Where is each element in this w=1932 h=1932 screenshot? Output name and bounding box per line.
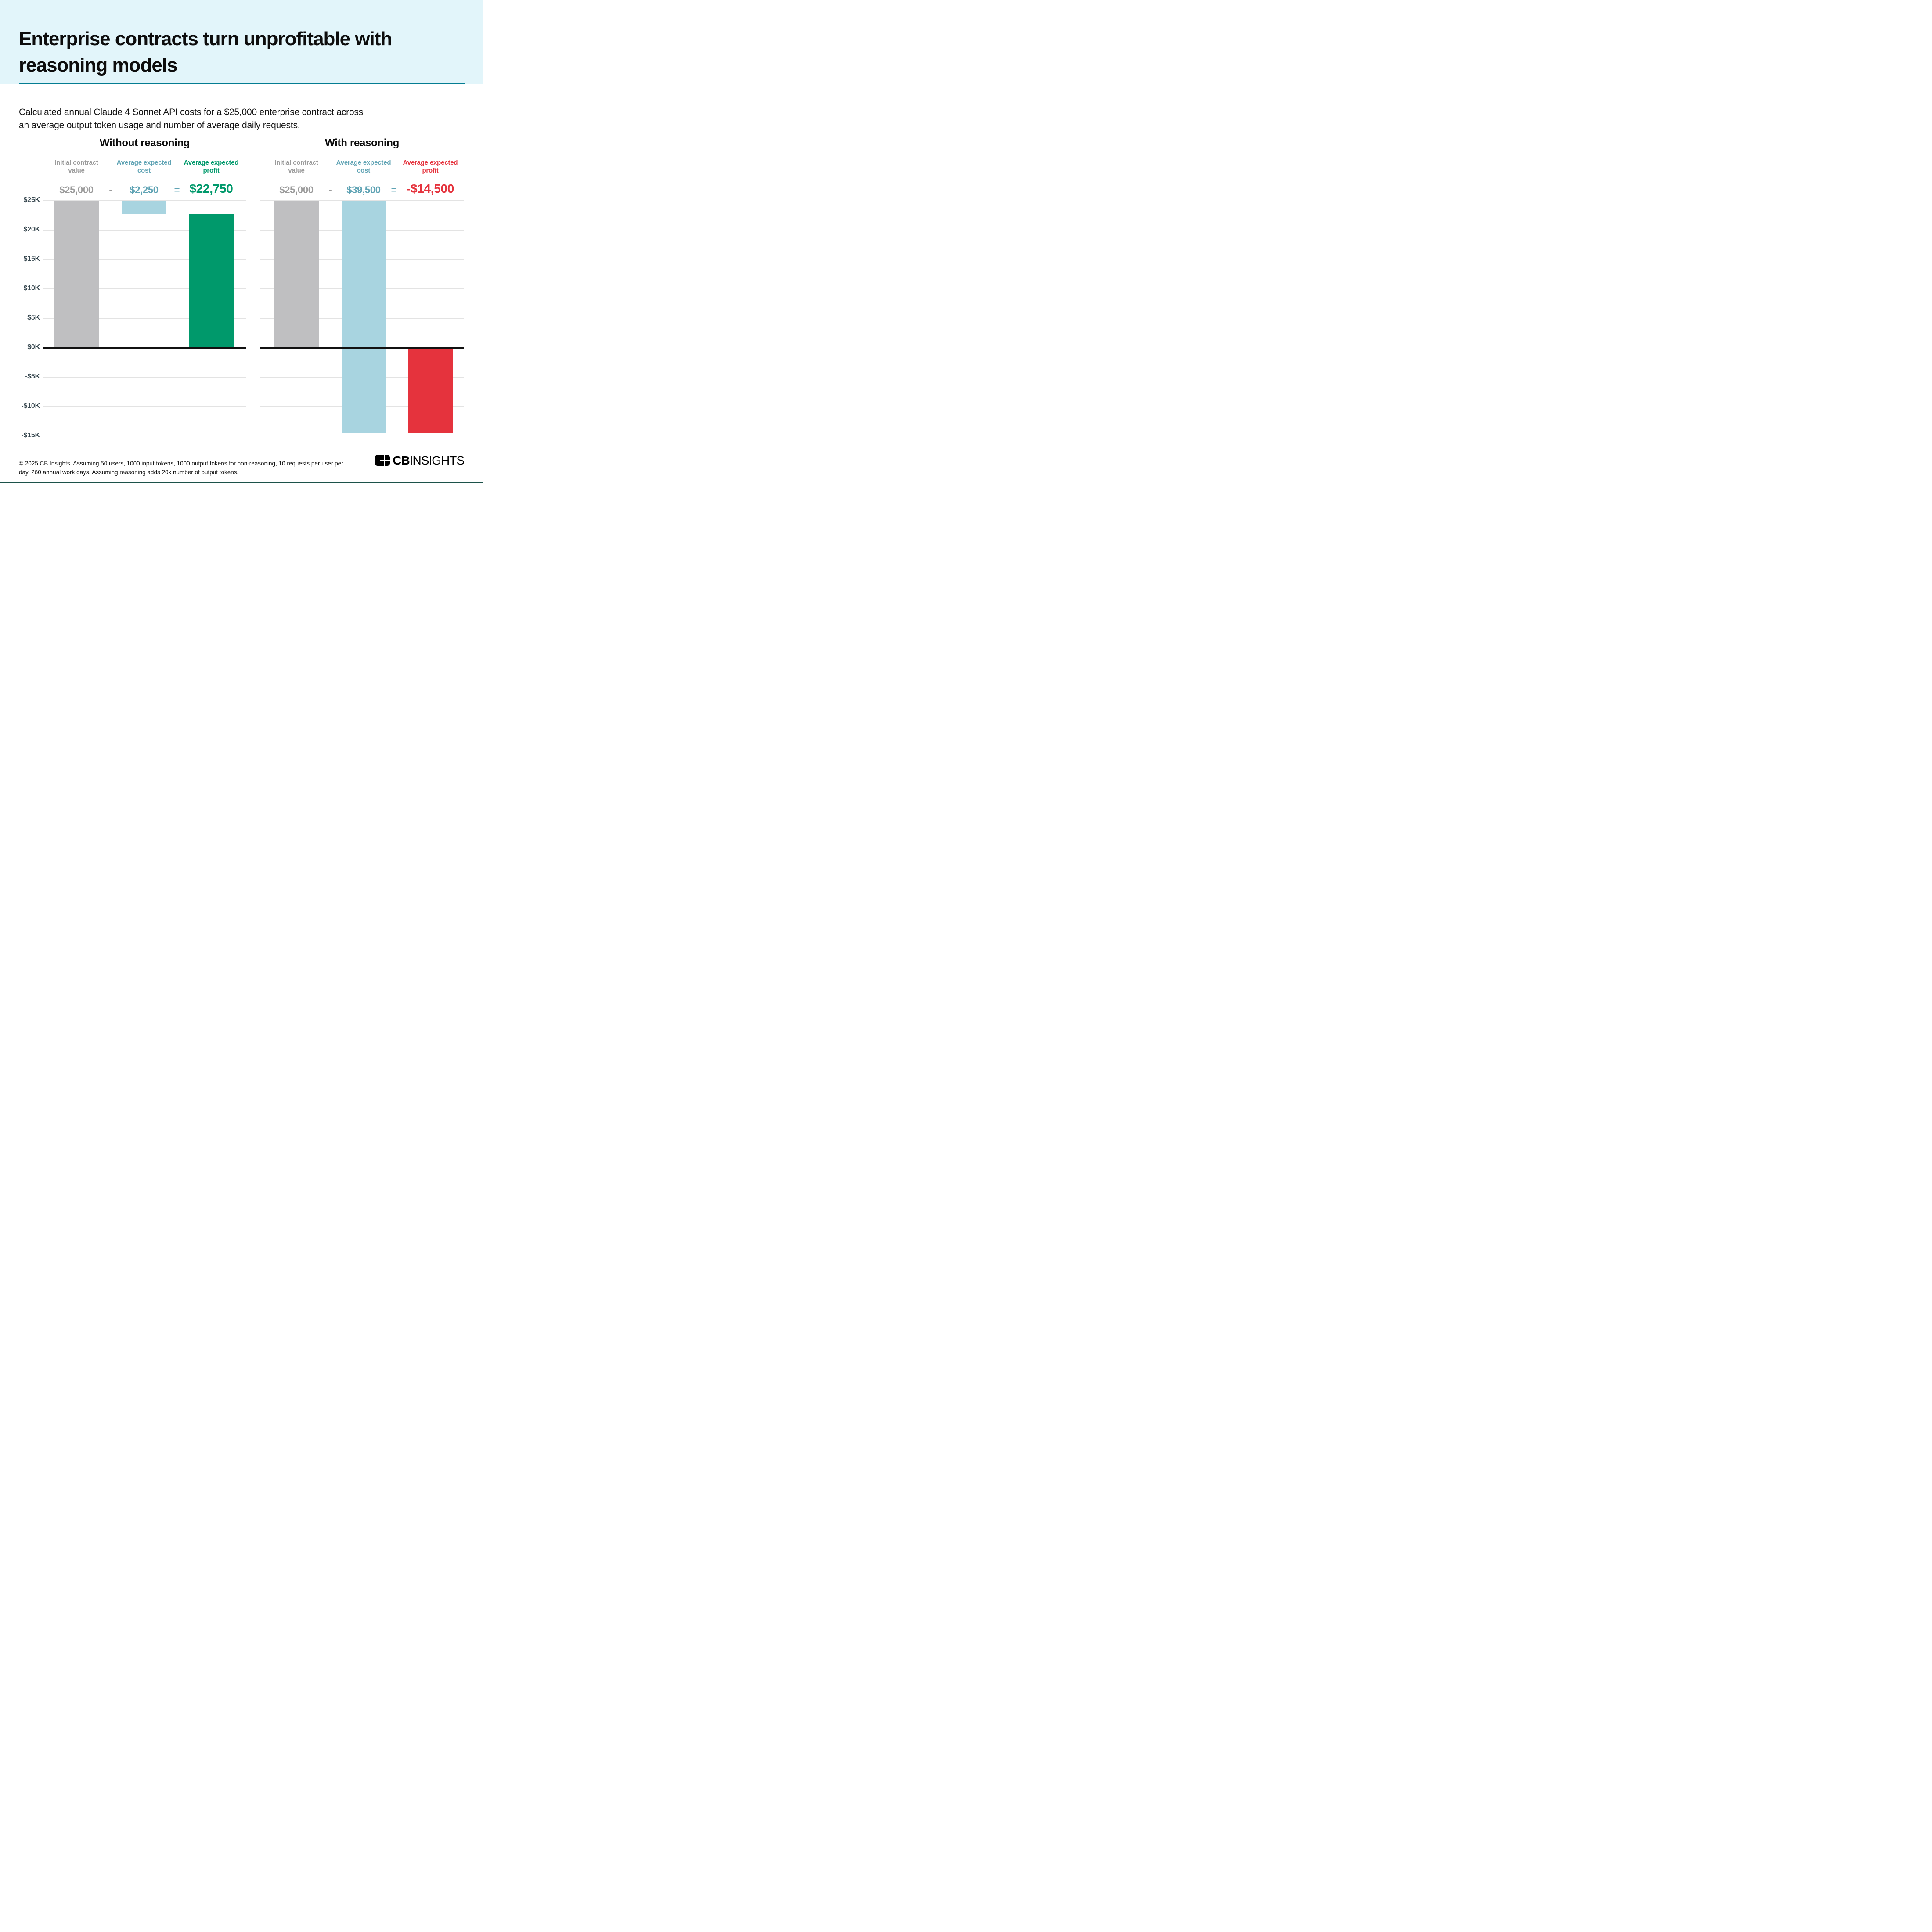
col-label-initial-contract-value: Initial contract value bbox=[54, 159, 98, 174]
zero-axis-line bbox=[43, 347, 246, 349]
value-initial-contract: $25,000 bbox=[279, 184, 314, 195]
value-expected-profit: -$14,500 bbox=[406, 182, 454, 195]
chart-subtitle: Calculated annual Claude 4 Sonnet API co… bbox=[19, 106, 467, 132]
footnote-line1: © 2025 CB Insights. Assuming 50 users, 1… bbox=[19, 460, 343, 467]
header-band bbox=[0, 0, 483, 84]
page-title: Enterprise contracts turn unprofitable w… bbox=[19, 26, 467, 79]
bottom-edge-bar bbox=[0, 482, 483, 483]
y-axis-tick-label: $25K bbox=[23, 196, 40, 204]
gridline bbox=[43, 288, 246, 289]
cbinsights-logo-icon bbox=[375, 455, 390, 466]
y-axis-tick-label: $5K bbox=[27, 314, 40, 321]
with-reasoning-blue-bar bbox=[341, 201, 386, 433]
zero-axis-line bbox=[260, 347, 464, 349]
col-label-average-expected-cost: Average expected cost bbox=[336, 159, 391, 174]
divider-rule bbox=[19, 83, 465, 84]
col-label-average-expected-cost: Average expected cost bbox=[116, 159, 172, 174]
without-reasoning-green-bar bbox=[189, 214, 234, 348]
footnote-line2: day, 260 annual work days. Assuming reas… bbox=[19, 469, 239, 476]
minus-operator: - bbox=[109, 184, 112, 195]
y-axis-tick-label: $0K bbox=[27, 343, 40, 351]
without-reasoning-gray-bar bbox=[54, 201, 99, 348]
col-label-average-expected-profit: Average expected profit bbox=[184, 159, 239, 174]
value-expected-cost: $39,500 bbox=[346, 184, 381, 195]
without-reasoning-blue-bar bbox=[122, 201, 166, 214]
value-initial-contract: $25,000 bbox=[59, 184, 94, 195]
col-label-initial-contract-value: Initial contract value bbox=[274, 159, 318, 174]
equals-operator: = bbox=[391, 184, 397, 195]
y-axis-tick-label: -$10K bbox=[21, 402, 40, 410]
y-axis-tick-label: -$15K bbox=[21, 432, 40, 439]
y-axis-tick-label: $15K bbox=[23, 255, 40, 263]
with-reasoning-red-bar bbox=[408, 348, 453, 433]
gridline bbox=[43, 230, 246, 231]
equals-operator: = bbox=[174, 184, 180, 195]
cbinsights-logo: CBINSIGHTS bbox=[375, 454, 465, 467]
minus-operator: - bbox=[328, 184, 332, 195]
y-axis-tick-label: -$5K bbox=[25, 373, 40, 380]
y-axis-tick-label: $10K bbox=[23, 285, 40, 292]
panel-title-without-reasoning: Without reasoning bbox=[99, 137, 190, 149]
gridline bbox=[43, 406, 246, 407]
value-expected-profit: $22,750 bbox=[189, 182, 233, 195]
with-reasoning-gray-bar bbox=[274, 201, 319, 348]
chart-subtitle-line2: an average output token usage and number… bbox=[19, 120, 300, 130]
source-footnote: © 2025 CB Insights. Assuming 50 users, 1… bbox=[19, 459, 361, 477]
value-expected-cost: $2,250 bbox=[130, 184, 159, 195]
gridline bbox=[43, 259, 246, 260]
chart-subtitle-line1: Calculated annual Claude 4 Sonnet API co… bbox=[19, 107, 364, 117]
page-title-line2: reasoning models bbox=[19, 54, 178, 76]
cbinsights-wordmark: CBINSIGHTS bbox=[393, 454, 465, 467]
gridline bbox=[43, 377, 246, 378]
col-label-average-expected-profit: Average expected profit bbox=[403, 159, 458, 174]
gridline bbox=[43, 318, 246, 319]
y-axis-tick-label: $20K bbox=[23, 226, 40, 233]
page-title-line1: Enterprise contracts turn unprofitable w… bbox=[19, 28, 392, 50]
panel-title-with-reasoning: With reasoning bbox=[325, 137, 399, 149]
infographic-root: Enterprise contracts turn unprofitable w… bbox=[0, 0, 483, 483]
